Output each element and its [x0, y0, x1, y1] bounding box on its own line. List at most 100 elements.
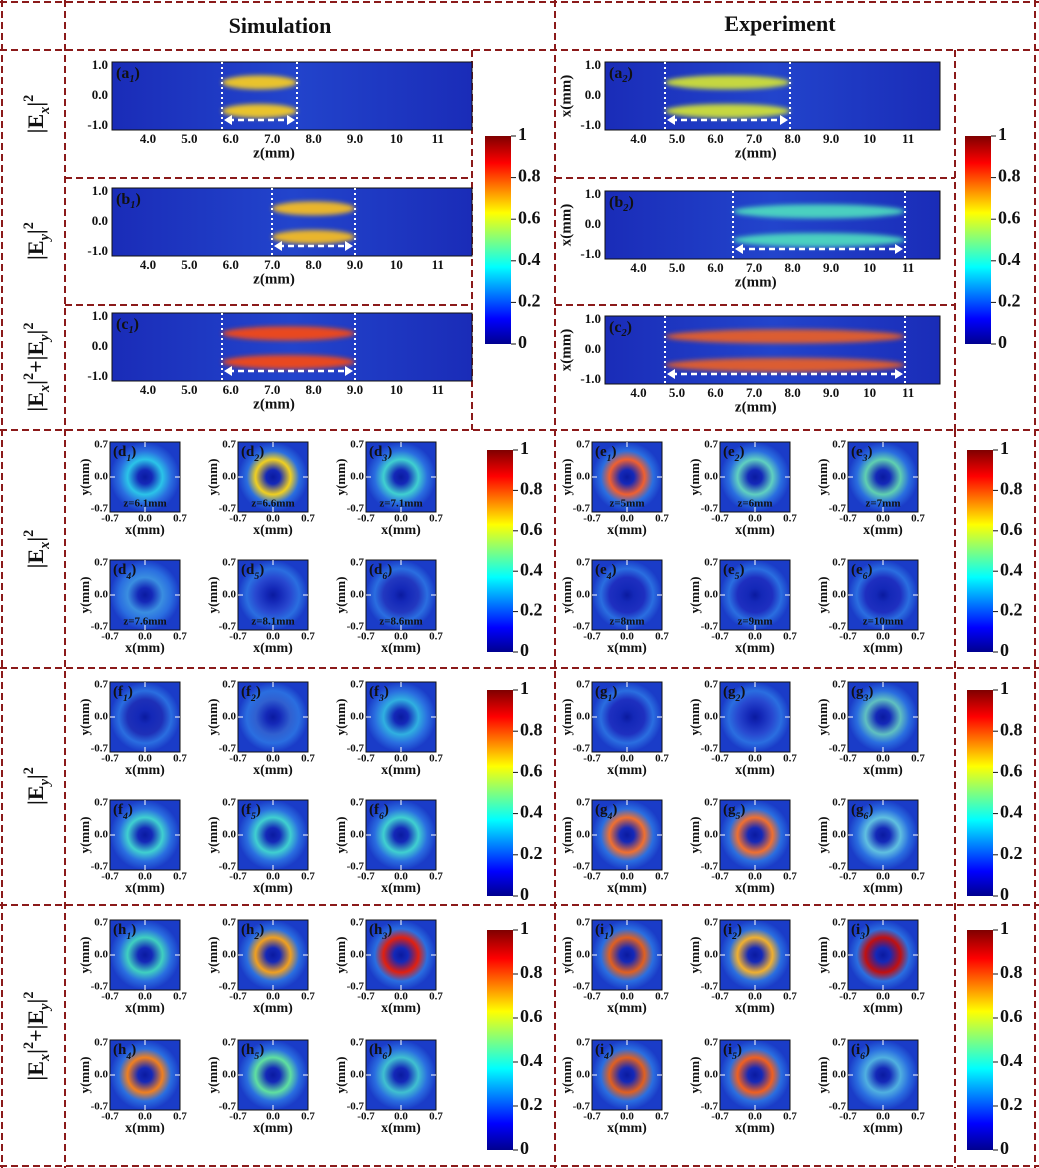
panel-label-part: (g [851, 802, 864, 818]
y-axis-label: y(mm) [77, 699, 92, 736]
x-axis-label: x(mm) [253, 523, 293, 538]
x-tick-label: -0.7 [101, 753, 119, 765]
x-tick-label: 0.7 [173, 1111, 187, 1123]
x-axis-label: z(mm) [735, 274, 777, 290]
panel-label-part: 4 [125, 1051, 131, 1062]
panel-label-part: ) [128, 684, 133, 700]
y-tick-label: 0.7 [350, 679, 364, 691]
panel-label-part: ) [740, 684, 745, 700]
y-tick-label: 0.0 [350, 711, 364, 723]
x-tick-label: 6.0 [707, 260, 723, 275]
x-tick-label: 0.7 [173, 513, 187, 525]
panel-label-part: (i [595, 922, 604, 938]
x-tick-label: -0.7 [357, 513, 375, 525]
header-simulation: Simulation [229, 13, 332, 38]
y-tick-label: 0.7 [704, 439, 718, 451]
y-tick-label: 0.7 [576, 439, 590, 451]
x-tick-label: -0.7 [583, 513, 601, 525]
panel-label: (d2) [241, 444, 264, 463]
row-label-part: y [37, 233, 53, 242]
y-tick-label: 0.0 [92, 213, 108, 228]
colorbar-tick-label: 0.6 [520, 1006, 543, 1026]
x-tick-label: 0.0 [620, 513, 634, 525]
y-tick-label: -0.7 [829, 1101, 847, 1113]
panel-label-part: (d [113, 562, 127, 578]
beam-spot [365, 1039, 437, 1111]
colorbar-tick-label: 0 [1000, 1138, 1009, 1158]
panel-label-part: ) [865, 1042, 870, 1058]
colorbar-tick-label: 1 [1000, 918, 1009, 938]
x-tick-label: -0.7 [101, 871, 119, 883]
panel-label-part: (g [595, 802, 608, 818]
panel-label-part: 1 [128, 325, 133, 336]
colorbar [967, 450, 993, 652]
x-tick-label: 10 [390, 131, 403, 146]
beam-map [111, 187, 473, 257]
colorbar [487, 450, 513, 652]
x-tick-label: 11 [432, 257, 444, 272]
row-label-part: |E [23, 392, 48, 412]
arrow-head [224, 115, 295, 125]
y-tick-label: 0.0 [576, 829, 590, 841]
x-tick-label: 0.7 [655, 1111, 669, 1123]
y-tick-label: 0.0 [222, 711, 236, 723]
colorbar-tick-label: 1 [520, 438, 529, 458]
x-axis-label: x(mm) [253, 1001, 293, 1016]
z-position: z=6mm [738, 498, 773, 510]
y-tick-label: 0.7 [94, 917, 108, 929]
x-tick-label: 0.0 [266, 513, 280, 525]
y-tick-label: -0.7 [219, 503, 237, 515]
z-position: z=7mm [866, 498, 901, 510]
y-tick-label: -0.7 [347, 1101, 365, 1113]
y-tick-label: -0.7 [219, 621, 237, 633]
x-tick-label: 5.0 [181, 131, 197, 146]
x-tick-label: 0.0 [138, 631, 152, 643]
panel-label-part: 2 [253, 453, 259, 464]
beam-lobe [665, 103, 790, 118]
beam-lobe [665, 75, 790, 90]
y-tick-label: 0.7 [94, 1037, 108, 1049]
x-tick-label: -0.7 [583, 753, 601, 765]
x-axis-label: x(mm) [735, 523, 775, 538]
x-tick-label: 0.7 [429, 991, 443, 1003]
x-tick-label: 0.0 [876, 631, 890, 643]
x-tick-label: -0.7 [711, 753, 729, 765]
y-tick-label: 0.7 [94, 797, 108, 809]
panel-label-part: (g [851, 684, 864, 700]
panel-label: (d6) [369, 562, 392, 581]
colorbar-tick-label: 1 [518, 124, 527, 144]
x-axis-label: x(mm) [125, 1001, 165, 1016]
panel-label: (e4) [595, 562, 617, 581]
y-tick-label: 0.0 [704, 471, 718, 483]
row-label-part: 2 [21, 1042, 37, 1049]
beam-spot [847, 441, 919, 513]
x-tick-label: 7.0 [264, 131, 280, 146]
x-tick-label: -0.7 [839, 631, 857, 643]
panel-label-part: ) [131, 562, 136, 578]
panel-label-part: ) [259, 444, 264, 460]
colorbar-tick-label: 1 [998, 124, 1007, 144]
x-tick-label: 0.0 [138, 991, 152, 1003]
x-tick-label: -0.7 [839, 513, 857, 525]
panel-label: (g3) [851, 684, 873, 703]
panel-label-part: (a [609, 65, 622, 82]
panel-label-part: ) [609, 1042, 614, 1058]
x-tick-label: 0.7 [911, 1111, 925, 1123]
y-tick-label: 0.7 [704, 797, 718, 809]
y-tick-label: -0.7 [347, 861, 365, 873]
panel-label: (f4) [113, 802, 133, 821]
y-tick-label: -1.0 [87, 243, 108, 258]
beam-map [111, 312, 473, 382]
z-position: z=9mm [738, 616, 773, 628]
y-tick-label: 0.0 [585, 87, 601, 102]
x-tick-label: -0.7 [229, 991, 247, 1003]
panel-label: (g1) [595, 684, 617, 703]
y-axis-label: y(mm) [815, 937, 830, 974]
y-tick-label: 0.0 [704, 829, 718, 841]
x-tick-label: 10 [390, 257, 403, 272]
panel-label: (c1) [116, 316, 139, 336]
y-tick-label: 0.0 [94, 1069, 108, 1081]
colorbar-tick-label: 0.8 [520, 719, 543, 739]
colorbar-tick-label: 0.2 [1000, 843, 1023, 863]
x-axis-label: x(mm) [735, 1121, 775, 1136]
